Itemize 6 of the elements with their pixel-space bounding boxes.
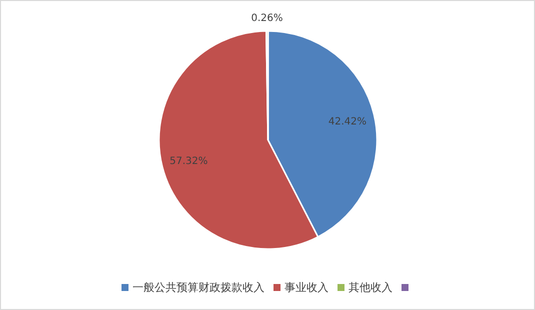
- legend-label: 一般公共预算财政拨款收入: [132, 281, 264, 294]
- legend-label: 事业收入: [284, 281, 328, 294]
- legend-label: 其他收入: [348, 281, 392, 294]
- data-label: 42.42%: [328, 116, 367, 128]
- data-label: 0.26%: [251, 13, 283, 24]
- data-label: 57.32%: [170, 156, 208, 167]
